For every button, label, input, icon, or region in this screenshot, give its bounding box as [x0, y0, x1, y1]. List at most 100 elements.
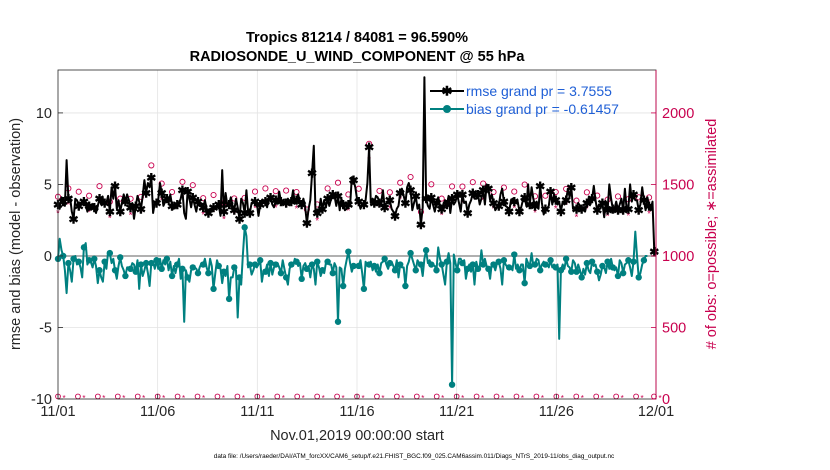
obs-assimilated-point: * [601, 394, 604, 403]
obs-assimilated-point: * [302, 394, 305, 403]
obs-assimilated-point: * [222, 215, 226, 226]
obs-assimilated-point: * [492, 204, 496, 215]
bias-point [464, 265, 471, 273]
bias-point [282, 274, 290, 281]
obs-assimilated-point: * [502, 199, 506, 210]
bias-point [65, 259, 72, 267]
x-tick-label: 12/01 [638, 404, 674, 420]
obs-assimilated-point: * [561, 394, 564, 403]
rmse-point: ✱ [447, 192, 457, 206]
rmse-point: ✱ [79, 195, 89, 209]
rmse-point: ✱ [499, 195, 509, 209]
rmse-point: ✱ [597, 197, 607, 211]
obs-assimilated-point: * [232, 210, 236, 221]
bias-point [500, 257, 508, 264]
obs-assimilated-point: * [62, 394, 65, 403]
obs-possible-point [262, 185, 269, 192]
bias-point [479, 261, 487, 268]
obs-possible-point [593, 393, 600, 400]
bias-point [163, 255, 171, 263]
bias-point [557, 267, 565, 274]
obs-possible-point [95, 393, 101, 400]
obs-assimilated-point: * [202, 394, 205, 403]
rmse-point: ✱ [146, 171, 156, 185]
bias-point [381, 255, 388, 263]
rmse-point: ✱ [395, 187, 405, 201]
rmse-point: ✱ [131, 199, 141, 213]
x-tick-label: 11/06 [140, 404, 175, 420]
rmse-point: ✱ [525, 198, 535, 212]
rmse-point: ✱ [437, 202, 447, 216]
bias-point [355, 262, 362, 270]
obs-assimilated-point: * [378, 203, 382, 214]
obs-assimilated-point: * [222, 394, 225, 403]
obs-assimilated-point: * [295, 204, 299, 215]
obs-assimilated-point: * [77, 203, 81, 214]
rmse-point: ✱ [649, 245, 659, 259]
rmse-point: ✱ [535, 179, 545, 193]
obs-assimilated-point: * [658, 394, 661, 403]
bias-point [365, 261, 373, 268]
obs-possible-point [413, 393, 420, 400]
x-tick-label: 11/11 [240, 404, 274, 420]
rmse-point: ✱ [551, 194, 561, 208]
obs-possible-point [200, 195, 207, 202]
rmse-point: ✱ [172, 198, 182, 212]
obs-possible-point [214, 393, 221, 400]
bias-point [257, 257, 264, 264]
obs-assimilated-point: * [647, 209, 651, 220]
obs-assimilated-point: * [481, 195, 485, 206]
grid [58, 70, 656, 399]
bias-point [210, 285, 217, 293]
rmse-point: ✱ [234, 212, 244, 226]
bias-point [588, 258, 596, 265]
rmse-point: ✱ [608, 202, 618, 216]
obs-possible-point [394, 393, 400, 400]
bias-point [236, 274, 243, 281]
rmse-point: ✱ [400, 197, 410, 211]
bias-point [438, 261, 445, 268]
rmse-point: ✱ [390, 209, 400, 223]
bias-point [640, 257, 648, 264]
bias-line [57, 226, 648, 386]
obs-assimilated-point: * [381, 394, 384, 403]
bias-point [511, 251, 518, 258]
rmse-point: ✱ [577, 202, 587, 216]
bias-point [454, 267, 461, 274]
bias-point [583, 259, 591, 267]
rmse-point: ✱ [411, 189, 421, 203]
bias-point [199, 261, 207, 268]
rmse-point: ✱ [452, 188, 462, 202]
obs-possible-point [573, 197, 580, 204]
rmse-point: ✱ [338, 198, 348, 212]
rmse-point: ✱ [94, 192, 104, 206]
obs-possible-point [583, 189, 590, 196]
bias-point [96, 267, 103, 274]
rmse-point: ✱ [504, 205, 514, 219]
obs-possible-point [428, 181, 435, 188]
rmse-point: ✱ [276, 195, 286, 209]
rmse-point: ✱ [494, 199, 504, 213]
obs-assimilated-point: * [170, 204, 174, 215]
bias-point [106, 249, 114, 257]
obs-assimilated-point: * [585, 204, 589, 215]
obs-possible-point [374, 393, 380, 400]
obs-possible-point [459, 183, 466, 190]
obs-possible-point [633, 393, 639, 400]
bias-point [184, 274, 191, 281]
bias-point [485, 265, 492, 273]
bias-point [246, 261, 254, 268]
obs-possible-point [433, 393, 440, 400]
obs-possible-point [469, 179, 476, 186]
rmse-point: ✱ [364, 141, 374, 155]
bias-point [459, 259, 466, 267]
obs-assimilated-point: * [262, 394, 265, 403]
bias-point [153, 257, 160, 264]
obs-possible-point [274, 393, 281, 400]
rmse-point: ✱ [530, 199, 540, 213]
bias-point [614, 272, 622, 280]
bias-point [397, 261, 404, 268]
x-tick-label: 11/26 [539, 404, 574, 420]
obs-possible-point [251, 188, 259, 195]
